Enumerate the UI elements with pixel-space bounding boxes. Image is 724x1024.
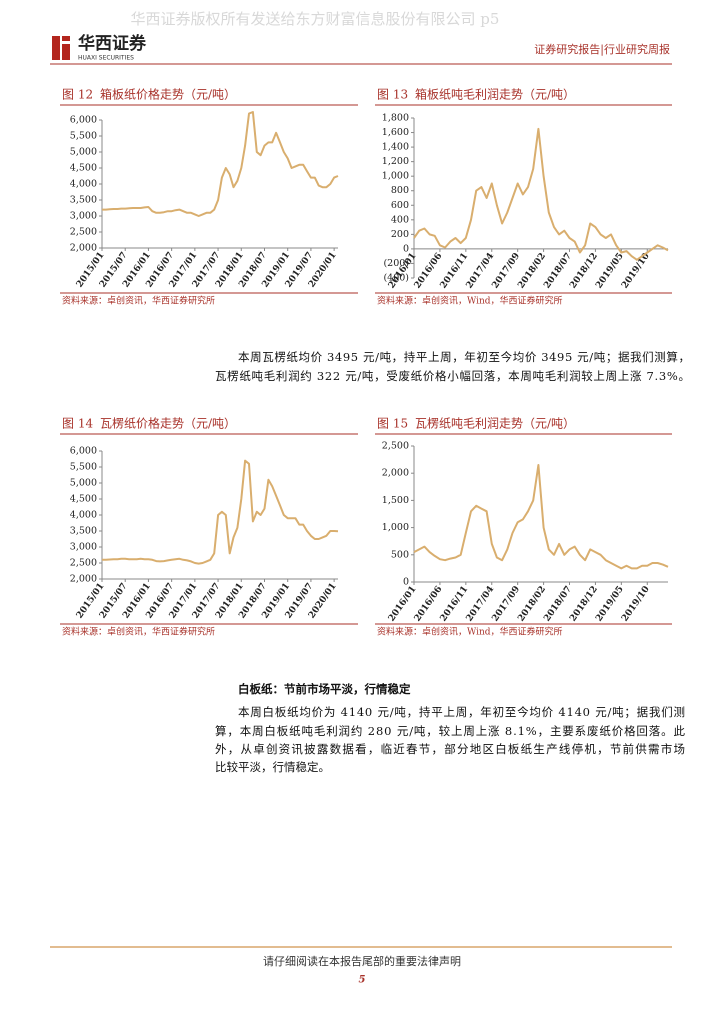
- figure-source: 资料来源：卓创资讯，Wind，华西证券研究所: [377, 626, 563, 638]
- y-tick-label: (200): [383, 258, 409, 269]
- data-line: [102, 459, 339, 565]
- y-tick-label: 0: [403, 243, 409, 254]
- y-tick-label: 4,500: [70, 494, 97, 505]
- y-tick-label: 5,000: [70, 147, 97, 158]
- y-tick-label: 2,500: [70, 227, 97, 238]
- figure-title: 箱板纸价格走势（元/吨）: [100, 87, 236, 102]
- page-number: 5: [359, 975, 366, 986]
- logo-subtext: HUAXI SECURITIES: [78, 55, 134, 62]
- paragraph-line: 比较平淡，行情稳定。: [215, 760, 330, 774]
- y-tick-label: 500: [391, 549, 409, 560]
- y-tick-label: 3,000: [70, 542, 97, 553]
- figure-label: 图 14: [62, 417, 93, 431]
- paragraph-line: 算，本周白板纸吨毛利润约 280 元/吨，较上周上涨 8.1%，主要系废纸价格回…: [215, 724, 686, 738]
- y-tick-label: (400): [383, 273, 409, 284]
- y-tick-label: 4,000: [70, 510, 97, 521]
- y-tick-label: 3,500: [70, 526, 97, 537]
- y-tick-label: 5,500: [70, 462, 97, 473]
- figure-source: 资料来源：卓创资讯，华西证券研究所: [62, 626, 215, 638]
- y-tick-label: 1,600: [382, 127, 409, 138]
- figure-label: 图 13: [377, 88, 408, 102]
- y-tick-label: 1,000: [382, 171, 409, 182]
- y-tick-label: 1,000: [382, 522, 409, 533]
- section-heading: 白板纸：节前市场平淡，行情稳定: [238, 682, 411, 696]
- figure-label: 图 12: [62, 88, 93, 102]
- paragraph-line: 本周瓦楞纸均价 3495 元/吨，持平上周，年初至今均价 3495 元/吨；据我…: [238, 350, 690, 364]
- logo-text: 华西证券: [78, 33, 147, 54]
- logo-icon: [52, 36, 70, 60]
- figure-title: 瓦楞纸价格走势（元/吨）: [100, 416, 236, 431]
- figure-label: 图 15: [377, 417, 408, 431]
- y-tick-label: 1,200: [382, 156, 409, 167]
- y-tick-label: 400: [391, 214, 409, 225]
- figure-source: 资料来源：卓创资讯，Wind，华西证券研究所: [377, 295, 563, 307]
- y-tick-label: 5,500: [70, 131, 97, 142]
- y-tick-label: 200: [391, 229, 409, 240]
- figure-title: 箱板纸吨毛利润走势（元/吨）: [415, 87, 575, 102]
- y-tick-label: 3,000: [70, 211, 97, 222]
- y-tick-label: 2,000: [382, 468, 409, 479]
- y-tick-label: 6,000: [70, 446, 97, 457]
- y-tick-label: 1,500: [382, 495, 409, 506]
- y-tick-label: 2,000: [70, 574, 97, 585]
- y-tick-label: 1,800: [382, 113, 409, 124]
- data-line: [102, 111, 339, 217]
- watermark: 华西证券版权所有发送给东方财富信息股份有限公司 p5: [131, 10, 500, 28]
- y-tick-label: 1,400: [382, 142, 409, 153]
- data-line: [413, 127, 669, 261]
- paragraph-line: 本周白板纸均价为 4140 元/吨，持平上周，年初至今均价 4140 元/吨；据…: [238, 705, 685, 719]
- y-tick-label: 2,500: [382, 441, 409, 452]
- y-tick-label: 4,500: [70, 163, 97, 174]
- report-type: 证券研究报告|行业研究周报: [534, 42, 670, 57]
- y-tick-label: 4,000: [70, 179, 97, 190]
- y-tick-label: 600: [391, 200, 409, 211]
- y-tick-label: 2,500: [70, 558, 97, 569]
- y-tick-label: 5,000: [70, 478, 97, 489]
- y-tick-label: 6,000: [70, 115, 97, 126]
- figure-source: 资料来源：卓创资讯，华西证券研究所: [62, 295, 215, 307]
- y-tick-label: 800: [391, 185, 409, 196]
- figure-title: 瓦楞纸吨毛利润走势（元/吨）: [415, 416, 575, 431]
- y-tick-label: 2,000: [70, 243, 97, 254]
- y-tick-label: 0: [403, 577, 409, 588]
- y-tick-label: 3,500: [70, 195, 97, 206]
- paragraph-line: 外，从卓创资讯披露数据看，临近春节，部分地区白板纸生产线停机，节前供需市场: [215, 742, 685, 756]
- data-line: [413, 464, 669, 570]
- paragraph-line: 瓦楞纸吨毛利润约 322 元/吨，受废纸价格小幅回落，本周吨毛利润较上周上涨 7…: [215, 369, 690, 383]
- footer-notice: 请仔细阅读在本报告尾部的重要法律声明: [263, 954, 461, 968]
- logo: 华西证券 HUAXI SECURITIES: [52, 33, 147, 62]
